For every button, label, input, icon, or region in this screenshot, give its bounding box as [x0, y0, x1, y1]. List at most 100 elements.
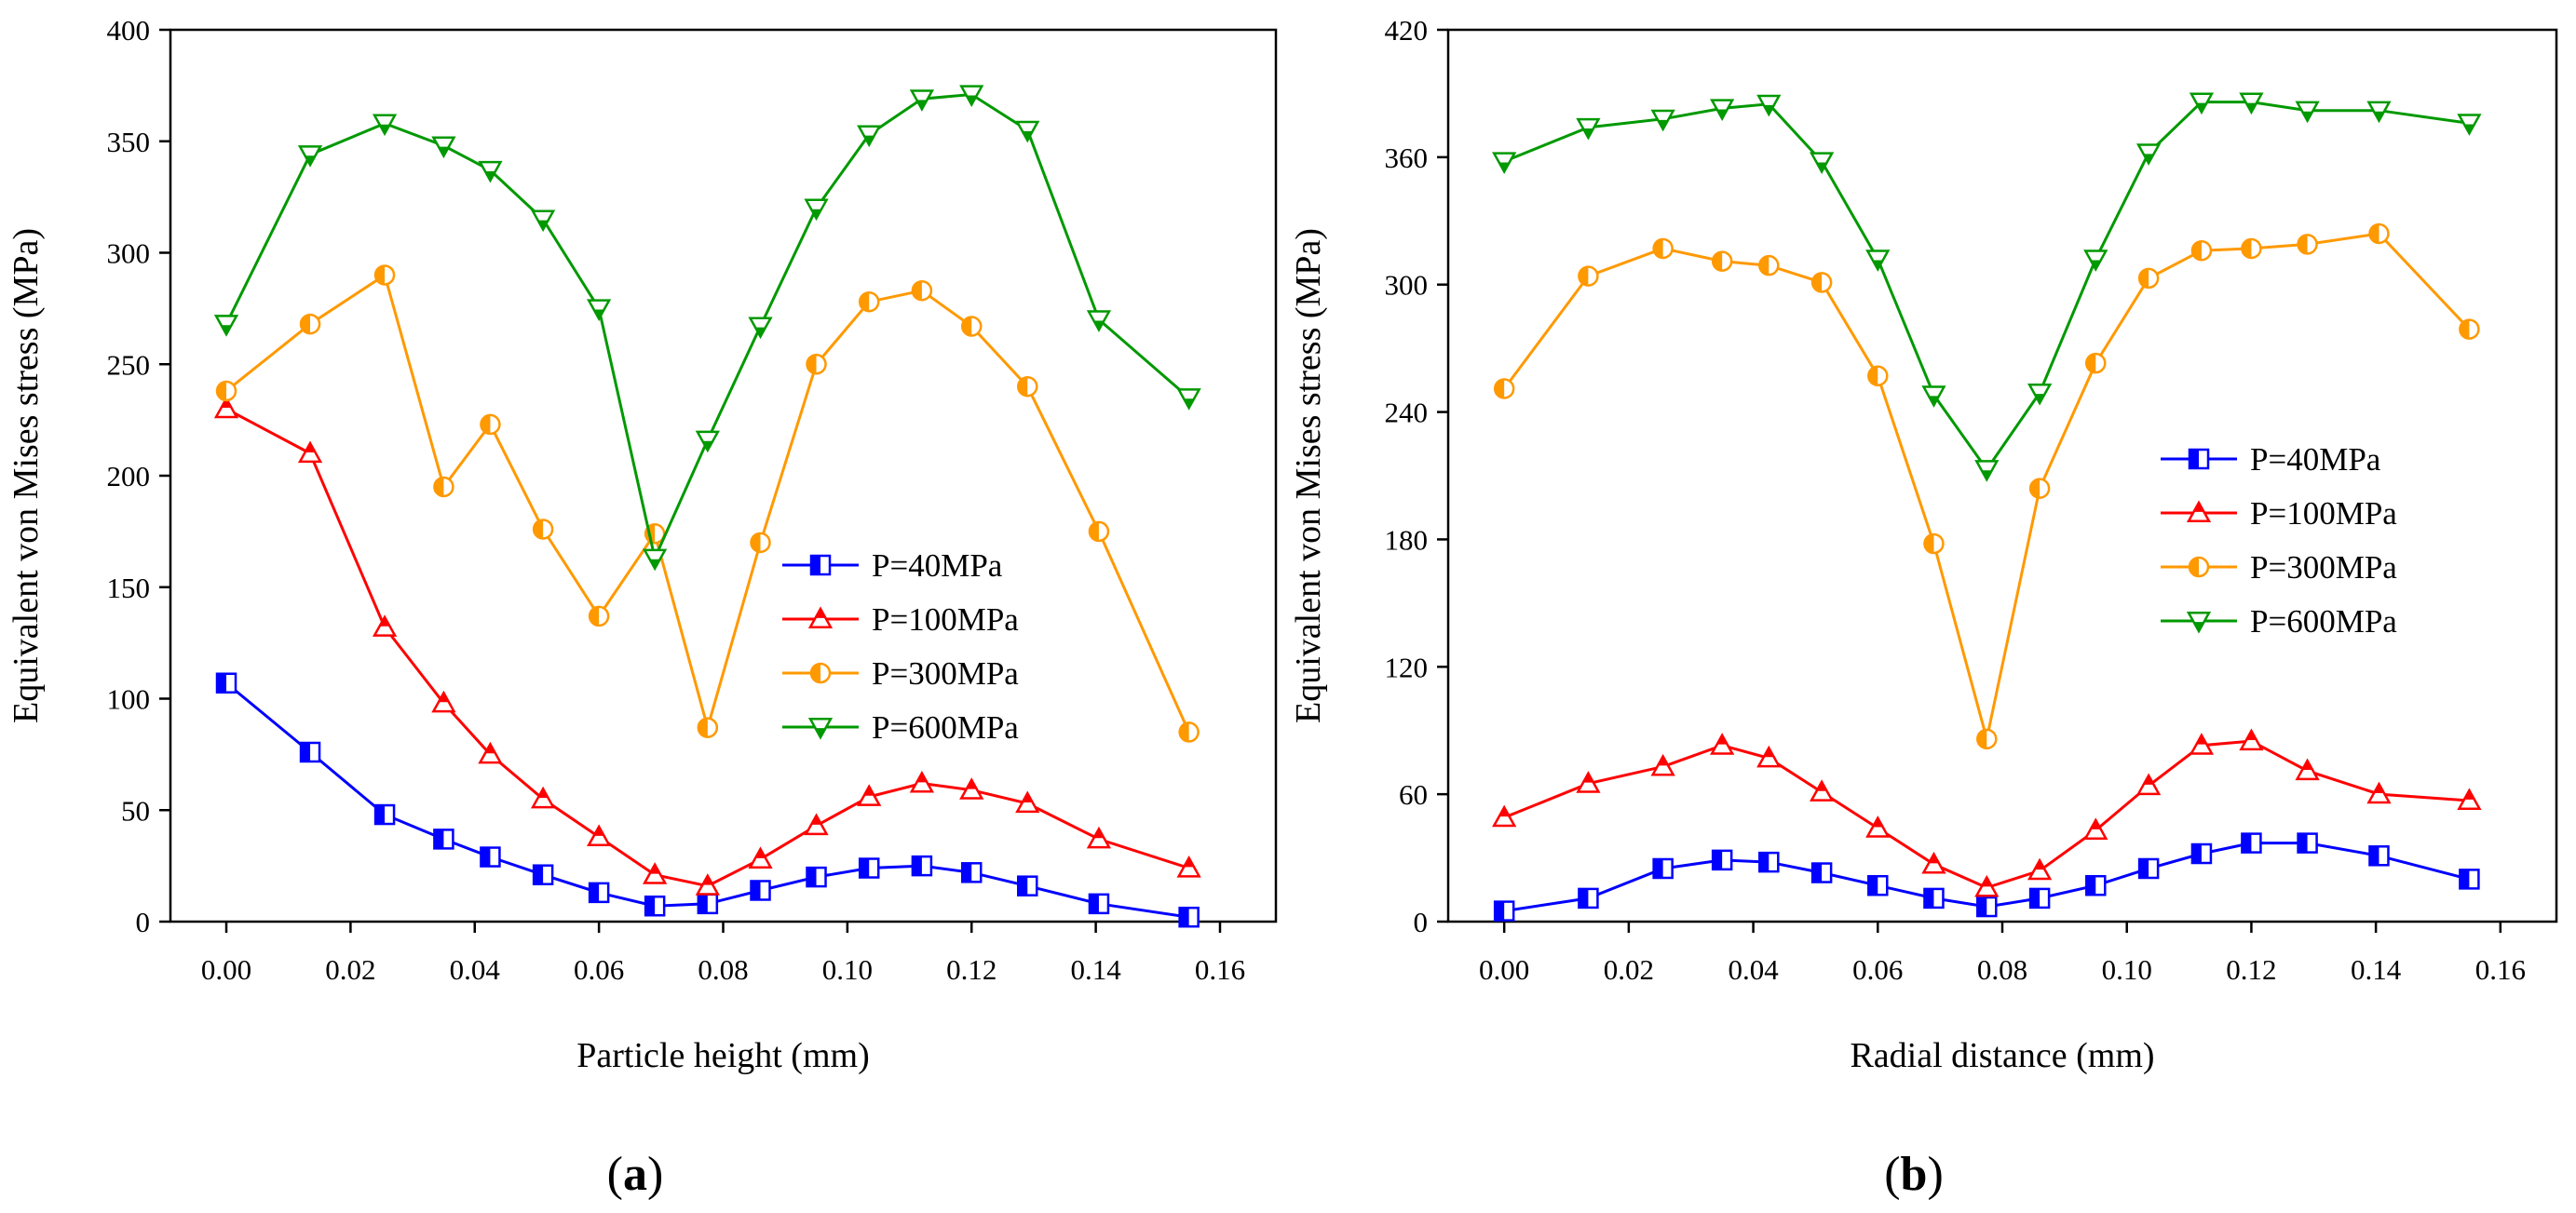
- data-point-a-3-12-fill: [916, 100, 928, 110]
- data-point-b-1-16-fill: [2463, 789, 2474, 800]
- data-point-a-0-7-fill: [645, 896, 656, 916]
- data-point-a-1-1-fill: [305, 443, 316, 452]
- data-point-a-3-15-fill: [1093, 320, 1105, 330]
- data-point-a-1-16-fill: [1184, 857, 1195, 868]
- y-tick-label-a-3: 150: [107, 572, 151, 604]
- data-point-b-1-2-fill: [1658, 756, 1669, 766]
- data-point-a-3-5-fill: [537, 220, 549, 230]
- panel-label-b-letter: b: [1901, 1148, 1928, 1201]
- data-point-a-3-14-fill: [1022, 130, 1033, 141]
- legend-label-a-0: P=40MPa: [872, 547, 1003, 584]
- data-point-a-1-6-fill: [593, 826, 604, 836]
- y-axis-title-b: Equivalent von Mises stress (MPa): [1289, 228, 1328, 723]
- data-point-a-1-4-fill: [484, 744, 495, 754]
- x-axis-title-b: Radial distance (mm): [1850, 1036, 2154, 1075]
- data-point-b-0-16-fill: [2460, 869, 2470, 889]
- x-tick-label-b-6: 0.12: [2226, 953, 2276, 986]
- y-tick-label-b-5: 300: [1385, 269, 1429, 302]
- y-tick-label-a-5: 250: [107, 348, 151, 381]
- data-point-b-3-1-fill: [1582, 128, 1593, 138]
- data-point-b-1-4-fill: [1763, 748, 1774, 758]
- legend-label-a-2: P=300MPa: [872, 655, 1019, 692]
- legend-label-a-1: P=100MPa: [872, 601, 1019, 638]
- x-tick-label-b-4: 0.08: [1977, 953, 2027, 986]
- data-point-a-1-12-fill: [916, 773, 928, 783]
- data-point-a-0-9-fill: [751, 881, 761, 900]
- data-point-a-3-2-fill: [379, 124, 390, 134]
- data-point-a-3-13-fill: [966, 95, 977, 105]
- data-point-b-0-3-fill: [1713, 850, 1723, 869]
- y-tick-label-a-7: 350: [107, 126, 151, 158]
- series-line-b-3: [1503, 101, 2470, 472]
- data-point-b-2-12-fill: [2191, 241, 2202, 261]
- data-point-b-2-10-fill: [2086, 354, 2096, 373]
- data-point-a-2-15-fill: [1089, 521, 1099, 541]
- x-tick-label-a-7: 0.14: [1070, 953, 1121, 986]
- data-point-b-2-2-fill: [1653, 238, 1663, 258]
- legend-label-b-1: P=100MPa: [2250, 495, 2397, 532]
- data-point-a-2-6-fill: [590, 606, 600, 626]
- data-point-b-0-9-fill: [2030, 888, 2040, 908]
- x-tick-label-a-5: 0.10: [822, 953, 873, 986]
- data-point-a-0-2-fill: [375, 805, 386, 825]
- x-tick-label-b-1: 0.02: [1604, 953, 1654, 986]
- data-point-a-2-13-fill: [962, 317, 972, 336]
- legend-marker-b-2-fill: [2190, 558, 2199, 576]
- data-point-a-3-1-fill: [305, 155, 316, 166]
- x-tick-label-a-2: 0.04: [450, 953, 501, 986]
- data-point-b-1-5-fill: [1816, 781, 1827, 791]
- data-point-a-1-15-fill: [1093, 829, 1105, 839]
- y-tick-label-b-2: 120: [1385, 651, 1429, 683]
- data-point-b-1-10: [2083, 817, 2108, 840]
- data-point-b-3-2-fill: [1658, 119, 1669, 129]
- data-point-b-0-15-fill: [2369, 846, 2379, 866]
- data-point-a-0-4-fill: [481, 847, 491, 867]
- legend-marker-a-1-fill: [815, 609, 826, 618]
- data-point-a-2-0-fill: [217, 381, 227, 400]
- data-point-b-2-11-fill: [2139, 268, 2149, 288]
- data-point-b-1-15-fill: [2373, 784, 2384, 794]
- data-point-a-2-11-fill: [860, 292, 870, 312]
- data-point-b-2-15-fill: [2369, 223, 2379, 243]
- data-point-a-2-8-fill: [698, 718, 708, 737]
- data-point-b-0-12-fill: [2191, 844, 2202, 864]
- x-tick-label-b-3: 0.06: [1852, 953, 1903, 986]
- data-point-a-1-3-fill: [438, 693, 449, 703]
- data-point-b-2-7-fill: [1924, 533, 1934, 553]
- panel-label-b-open: (: [1884, 1148, 1900, 1201]
- data-point-b-0-8-fill: [1977, 897, 1987, 917]
- data-point-b-3-16-fill: [2463, 124, 2474, 134]
- legend-marker-b-1-fill: [2193, 503, 2204, 512]
- data-point-a-1-11-fill: [863, 786, 874, 796]
- legend-label-b-2: P=300MPa: [2250, 549, 2397, 586]
- data-point-a-2-4-fill: [481, 414, 491, 434]
- data-point-b-0-2-fill: [1653, 858, 1663, 878]
- plot-frame-b: [1446, 28, 2558, 923]
- data-point-a-2-5-fill: [534, 519, 544, 539]
- data-point-a-3-0-fill: [221, 325, 232, 335]
- data-point-a-1-13-fill: [966, 779, 977, 789]
- data-point-a-0-15-fill: [1089, 894, 1099, 913]
- data-point-a-0-8-fill: [698, 894, 708, 913]
- data-point-a-0-5-fill: [534, 865, 544, 884]
- data-point-b-2-9-fill: [2030, 478, 2040, 498]
- data-point-a-0-13-fill: [962, 863, 972, 883]
- data-point-a-1-16: [1176, 855, 1201, 878]
- data-point-b-0-4-fill: [1759, 853, 1769, 872]
- data-point-b-1-10-fill: [2090, 819, 2101, 829]
- data-point-a-0-12-fill: [912, 856, 922, 876]
- y-tick-label-b-6: 360: [1385, 142, 1429, 174]
- data-point-a-1-5-fill: [537, 788, 549, 799]
- series-line-a-3: [224, 92, 1190, 563]
- data-point-b-0-11-fill: [2139, 858, 2149, 878]
- data-point-a-3-11-fill: [863, 135, 874, 145]
- data-point-b-3-4-fill: [1763, 104, 1774, 115]
- y-tick-label-a-6: 300: [107, 237, 151, 270]
- data-point-a-1-14-fill: [1022, 793, 1033, 802]
- data-point-b-0-13-fill: [2242, 833, 2252, 853]
- data-point-b-3-5-fill: [1816, 162, 1827, 172]
- data-point-b-2-3-fill: [1713, 251, 1723, 271]
- x-tick-label-b-5: 0.10: [2102, 953, 2152, 986]
- x-tick-label-a-1: 0.02: [325, 953, 375, 986]
- data-point-a-2-16-fill: [1179, 722, 1189, 742]
